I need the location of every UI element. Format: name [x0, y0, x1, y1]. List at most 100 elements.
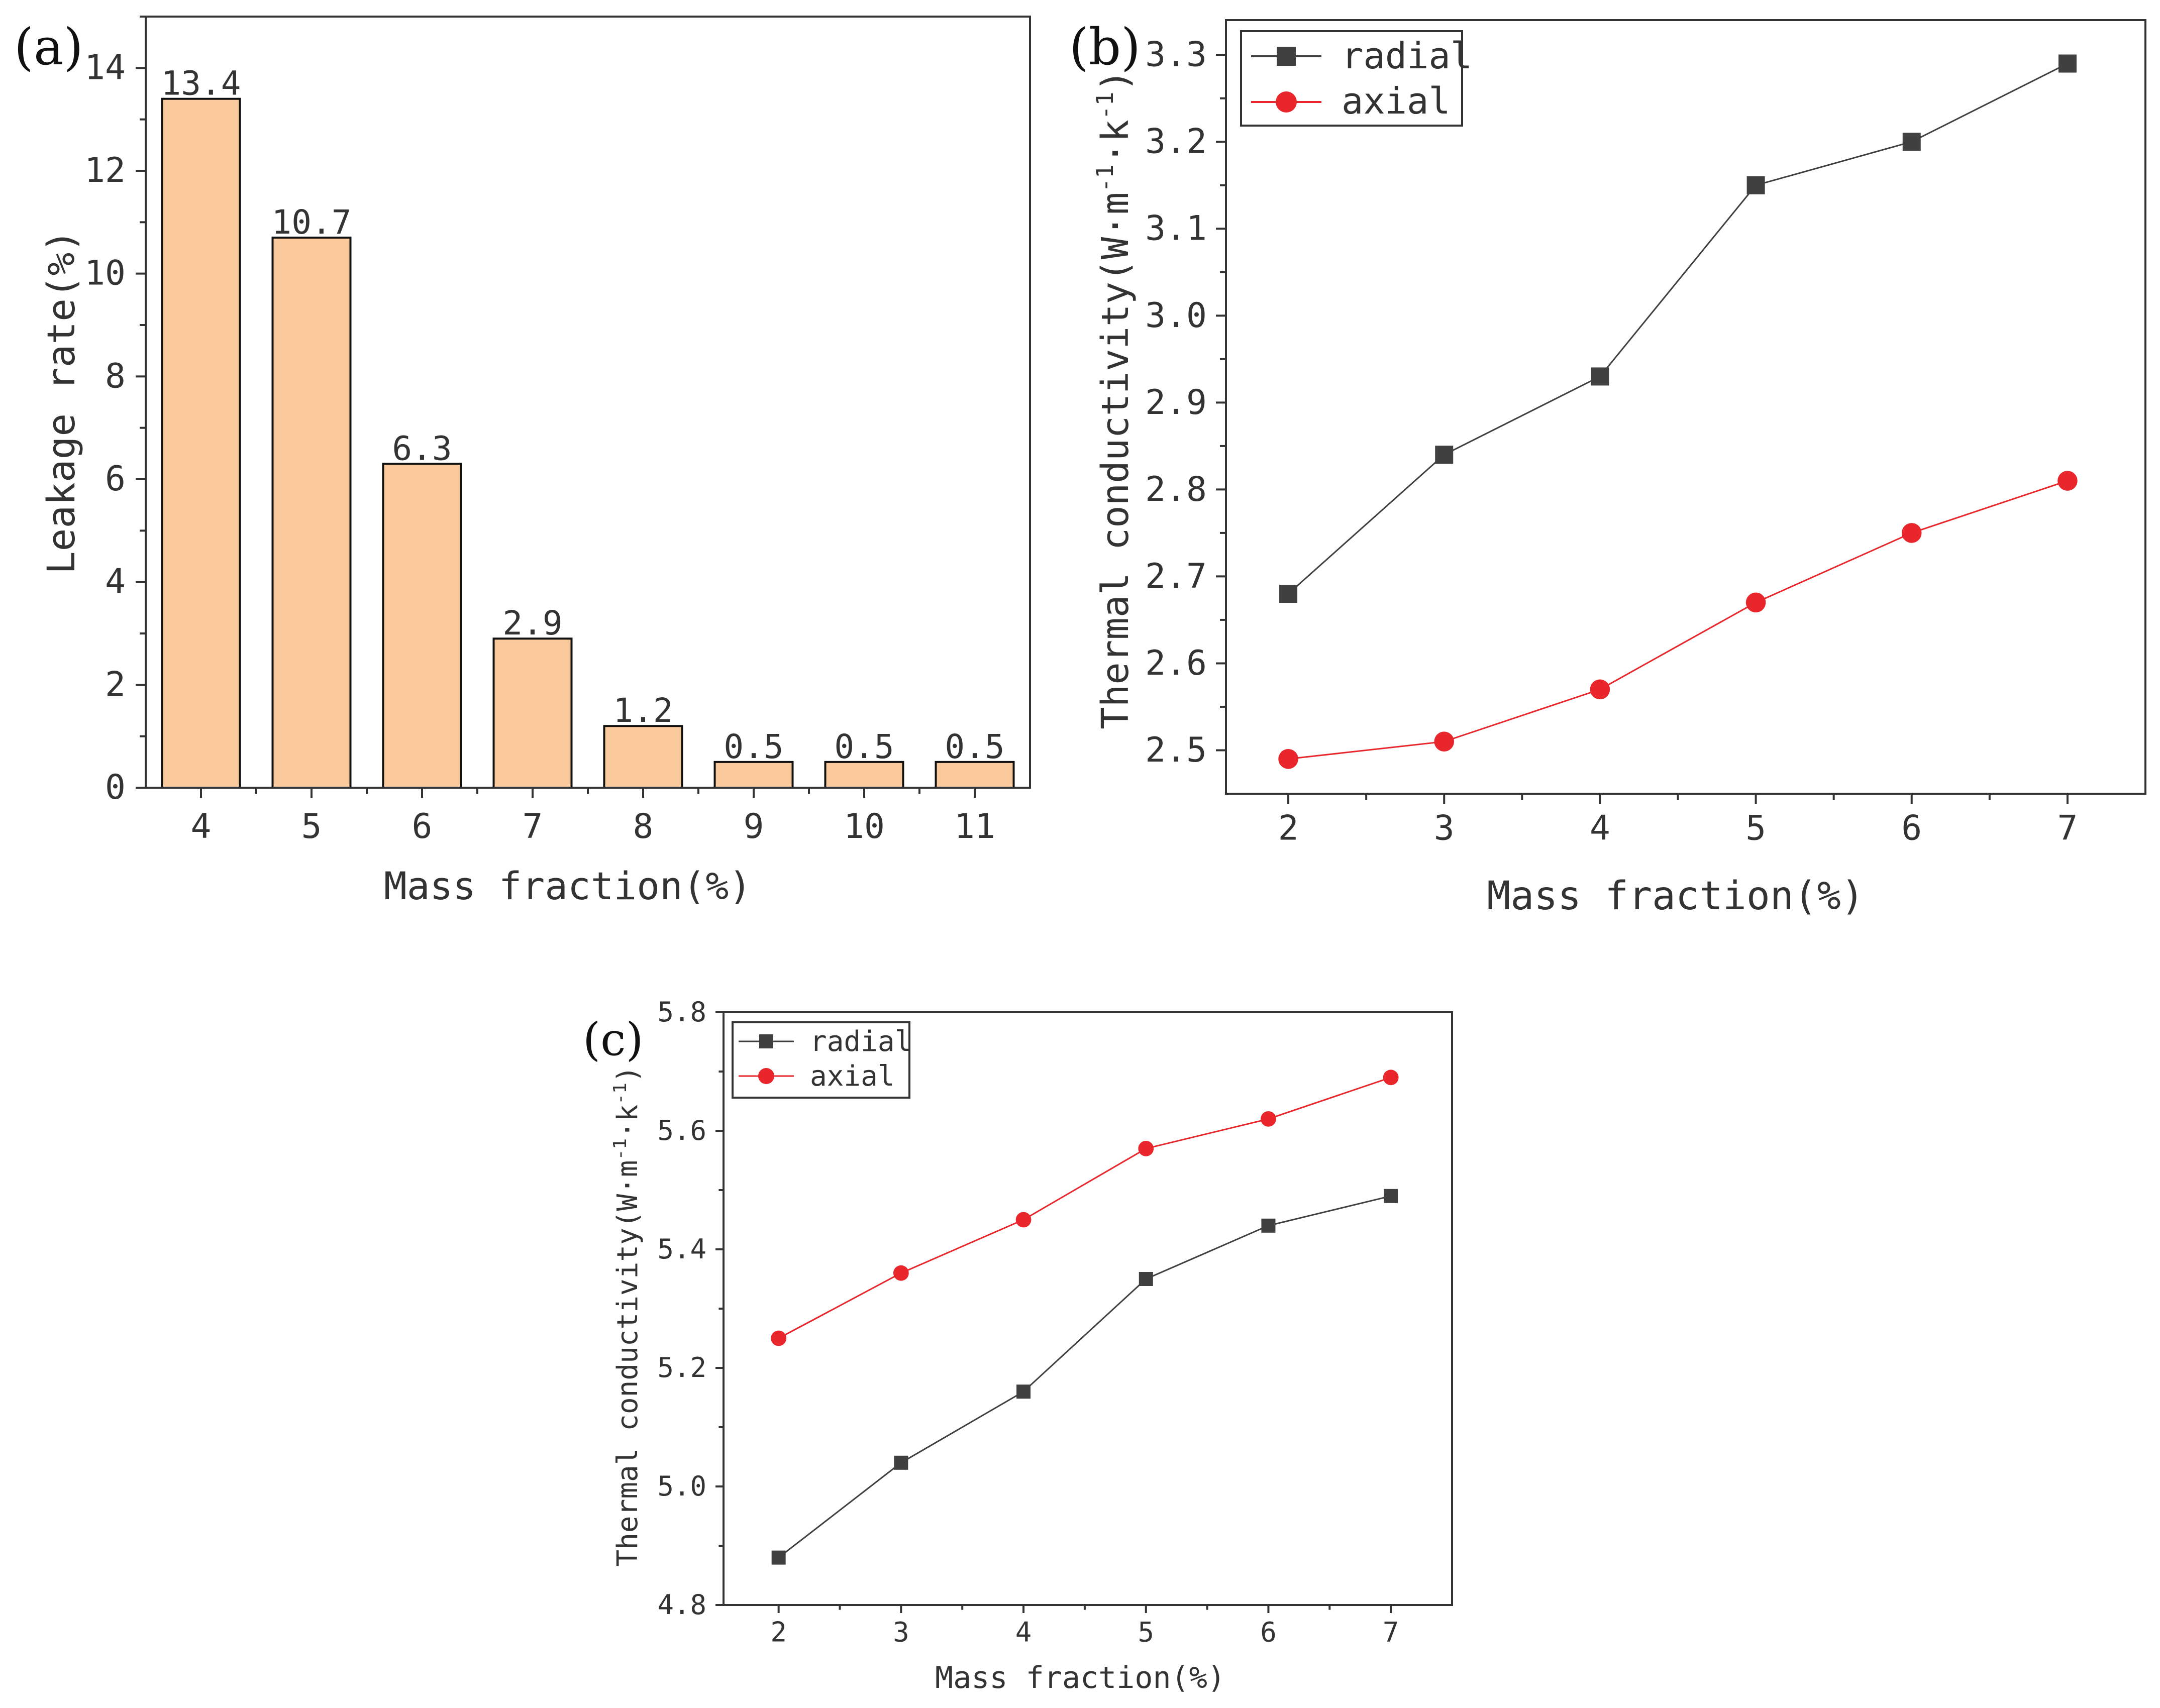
- bar-6: [382, 463, 462, 789]
- point-axial-3: [1434, 731, 1455, 752]
- bar-label-6: 6.3: [392, 429, 452, 468]
- bar-label-5: 10.7: [272, 203, 352, 242]
- x-tick-label: 6: [1260, 1617, 1277, 1648]
- series-line-radial: [778, 1195, 1391, 1558]
- chart-c-y-title: Thermal conductivity(W·m-1·k-1): [610, 1065, 644, 1566]
- x-tick-label: 5: [1138, 1617, 1154, 1648]
- y-tick-label: 2.9: [1145, 383, 1207, 422]
- point-radial-2: [1279, 585, 1298, 603]
- point-radial-3: [894, 1455, 908, 1470]
- point-radial-3: [1435, 446, 1454, 464]
- chart-a-x-title: Mass fraction(%): [384, 864, 752, 908]
- y-tick-label-2: 2: [105, 665, 126, 704]
- x-tick-label: 7: [1383, 1617, 1399, 1648]
- y-tick-label: 2.7: [1145, 557, 1207, 596]
- bar-8: [603, 725, 683, 789]
- panel-label-a: (a): [14, 18, 83, 76]
- chart-c-y-axis: 4.8 5.0 5.2 5.4 5.6 5.8: [657, 996, 724, 1621]
- point-radial-7: [2058, 54, 2077, 73]
- bar-label-9: 0.5: [724, 727, 783, 766]
- chart-b-legend-radial-marker: [1277, 47, 1296, 66]
- chart-b-x-axis: 2 3 4 5 6 7: [1278, 794, 2078, 848]
- chart-b-y-axis: 2.5 2.6 2.7 2.8 2.9 3.0 3.1 3.2 3.3: [1145, 35, 1226, 770]
- x-tick-label-7: 7: [523, 807, 543, 846]
- x-tick-label: 7: [2057, 808, 2078, 848]
- chart-c-legend-radial-marker: [759, 1034, 773, 1048]
- point-axial-3: [893, 1265, 909, 1281]
- point-axial-7: [2058, 471, 2078, 491]
- chart-b-frame: [1225, 19, 2146, 795]
- point-axial-6: [1901, 523, 1922, 543]
- point-axial-5: [1745, 592, 1766, 613]
- x-tick-label: 5: [1745, 808, 1766, 848]
- panel-label-c: (c): [583, 1013, 644, 1066]
- chart-b: (b) 2.5 2.6 2.7 2.8 2.9 3.0 3.1 3.2 3.3 2 3 4 5 6 7 M…: [1069, 18, 2146, 919]
- chart-a-y-axis: 0 2 4 6 8 10 12 14: [84, 16, 146, 807]
- point-axial-6: [1261, 1111, 1276, 1127]
- panel-label-b: (b): [1069, 18, 1141, 76]
- chart-c-legend-radial: radial: [810, 1025, 911, 1058]
- bar-5: [271, 237, 352, 789]
- y-tick-label: 5.4: [657, 1233, 706, 1265]
- x-tick-label-5: 5: [301, 807, 322, 846]
- y-tick-label-12: 12: [84, 151, 126, 190]
- chart-c-x-title: Mass fraction(%): [935, 1660, 1225, 1695]
- bar-7: [492, 637, 573, 789]
- bar-label-7: 2.9: [502, 604, 562, 643]
- x-tick-label: 4: [1590, 808, 1610, 848]
- chart-b-x-title: Mass fraction(%): [1487, 874, 1864, 919]
- chart-c-legend: radial axial: [732, 1021, 911, 1099]
- y-tick-label: 3.3: [1145, 35, 1207, 75]
- point-radial-5: [1746, 176, 1765, 194]
- y-tick-label-10: 10: [84, 254, 126, 293]
- bar-label-4: 13.4: [161, 64, 241, 103]
- x-tick-label: 6: [1901, 808, 1922, 848]
- point-radial-6: [1902, 133, 1921, 151]
- point-radial-7: [1384, 1189, 1398, 1203]
- chart-a-y-title: Leakage rate(%): [39, 230, 83, 574]
- point-axial-5: [1138, 1141, 1154, 1156]
- point-radial-2: [771, 1550, 786, 1565]
- chart-a: (a) 13.4 10.7 6.3 2.9 1.2 0.5 0.5 0.5 0 2 4 6 8 10 12…: [14, 16, 1031, 908]
- x-tick-label: 2: [1278, 808, 1299, 848]
- chart-c-legend-axial: axial: [810, 1060, 895, 1093]
- y-tick-label-14: 14: [84, 48, 126, 87]
- chart-a-bars: [161, 97, 1015, 789]
- y-tick-label: 5.2: [657, 1352, 706, 1383]
- x-tick-label-6: 6: [412, 807, 433, 846]
- chart-a-bar-labels: 13.4 10.7 6.3 2.9 1.2 0.5 0.5 0.5: [161, 64, 1005, 766]
- bar-label-11: 0.5: [945, 727, 1004, 766]
- point-radial-5: [1139, 1272, 1153, 1286]
- bar-4: [161, 97, 241, 789]
- y-tick-label: 5.0: [657, 1470, 706, 1502]
- x-tick-label-11: 11: [954, 807, 995, 846]
- x-tick-label: 2: [770, 1617, 787, 1648]
- x-tick-label: 3: [893, 1617, 909, 1648]
- chart-b-legend-radial: radial: [1342, 35, 1472, 77]
- y-tick-label-4: 4: [105, 562, 126, 602]
- x-tick-label: 4: [1015, 1617, 1032, 1648]
- bar-label-10: 0.5: [834, 727, 894, 766]
- y-tick-label-8: 8: [105, 356, 126, 396]
- y-tick-label: 2.8: [1145, 470, 1207, 509]
- point-axial-2: [771, 1330, 787, 1346]
- y-tick-label: 3.1: [1145, 209, 1207, 249]
- chart-b-legend-axial-marker: [1276, 91, 1297, 113]
- point-axial-7: [1383, 1070, 1399, 1086]
- x-tick-label-9: 9: [744, 807, 764, 846]
- y-tick-label: 3.2: [1145, 122, 1207, 162]
- y-tick-label: 3.0: [1145, 296, 1207, 336]
- x-tick-label-4: 4: [191, 807, 212, 846]
- chart-a-x-axis: 4 5 6 7 8 9 10 11: [191, 788, 995, 846]
- chart-b-legend: radial axial: [1240, 30, 1472, 127]
- chart-c-x-axis: 2 3 4 5 6 7: [770, 1605, 1399, 1648]
- chart-b-y-title: Thermal conductivity(W·m-1·k-1): [1091, 69, 1137, 729]
- chart-b-legend-axial: axial: [1342, 80, 1451, 122]
- x-tick-label-8: 8: [633, 807, 654, 846]
- y-tick-label: 5.8: [657, 996, 706, 1028]
- series-line-radial: [1288, 63, 2068, 595]
- x-tick-label-10: 10: [844, 807, 885, 846]
- point-axial-2: [1278, 749, 1298, 769]
- chart-b-series: [1278, 54, 2078, 769]
